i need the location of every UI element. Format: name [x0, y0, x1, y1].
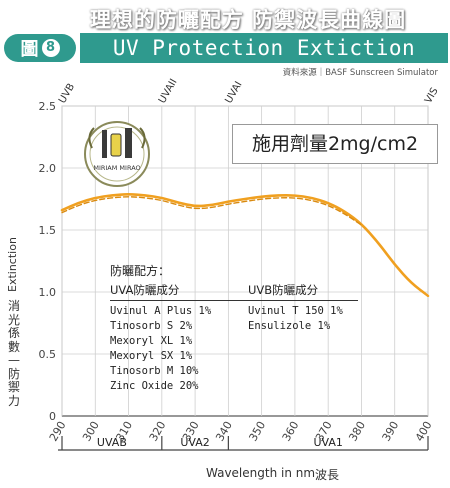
y-tick-label: 2.5 [39, 100, 57, 113]
figure-number: 8 [41, 39, 60, 57]
y-tick-label: 0 [49, 410, 56, 423]
y-axis-label-text: Extinction [6, 237, 19, 292]
y-axis-label-zh: 消光係數—防禦力 [7, 299, 20, 408]
x-tick-label: 380 [346, 419, 368, 444]
y-tick-label: 0.5 [39, 348, 57, 361]
y-axis-label: Extinction [6, 237, 19, 292]
top-marker-label: VIS [423, 86, 441, 105]
uvb-item: Uvinul T 150 1% [248, 305, 343, 317]
english-title: UV Protection Extiction [80, 33, 448, 63]
page-title: 理想的防曬配方 防禦波長曲線圖 [89, 8, 407, 32]
x-axis-label-zh: 波長 [315, 468, 340, 482]
x-tick-label: 340 [213, 419, 235, 444]
top-marker-label: UVAII [157, 77, 180, 105]
y-tick-label: 1.0 [39, 286, 57, 299]
uva-item: Uvinul A Plus 1% [110, 305, 212, 317]
x-tick-label: 400 [413, 419, 435, 444]
miriam-mirao-logo: MIRIAM MIRAO [84, 121, 150, 187]
series-line-dashed [61, 196, 363, 226]
band-label: UVA2 [180, 436, 209, 449]
x-tick-label: 360 [280, 419, 302, 444]
title-band [0, 2, 450, 32]
uva-heading: UVA防曬成分 [110, 282, 248, 301]
series-layer [60, 193, 430, 298]
source-note: 資料來源｜BASF Sunscreen Simulator [282, 68, 438, 78]
uvb-heading: UVB防曬成分 [248, 282, 358, 301]
series-line-solid [60, 193, 430, 298]
uva-item: Mexoryl SX 1% [110, 350, 193, 362]
logo-text: MIRIAM MIRAO [93, 164, 140, 172]
uva-item: Mexoryl XL 1% [110, 335, 193, 347]
uvb-item: Ensulizole 1% [248, 320, 331, 332]
top-marker-label: UVB [57, 82, 77, 106]
top-markers: UVB UVAII UVAI VIS [57, 77, 441, 105]
uvb-ingredients: UVB防曬成分 Uvinul T 150 1% Ensulizole 1% [248, 282, 358, 394]
uva-item: Tinosorb M 10% [110, 365, 199, 377]
figure-badge-label: 圖 [20, 39, 39, 60]
x-tick-label: 390 [380, 419, 402, 444]
dose-label: 施用劑量2mg/cm2 [232, 124, 438, 164]
y-tick-label: 2.0 [39, 162, 57, 175]
y-tick-labels: 0 0.5 1.0 1.5 2.0 2.5 [39, 100, 57, 423]
x-tick-label: 320 [147, 419, 169, 444]
band-label: UVAB [97, 436, 127, 449]
wavelength-bands: UVAB UVA2 UVA1 [58, 436, 429, 451]
top-marker-label: UVAI [223, 80, 244, 106]
formula-legend: 防曬配方： UVA防曬成分 Uvinul A Plus 1% Tinosorb … [110, 262, 358, 394]
y-tick-label: 1.5 [39, 224, 57, 237]
x-tick-label: 350 [246, 419, 268, 444]
x-axis-label: Wavelength in nm [206, 466, 316, 480]
uva-item: Tinosorb S 2% [110, 320, 193, 332]
band-label: UVA1 [313, 436, 342, 449]
formula-heading: 防曬配方： [110, 264, 171, 278]
uva-item: Zinc Oxide 20% [110, 380, 199, 392]
uva-ingredients: UVA防曬成分 Uvinul A Plus 1% Tinosorb S 2% M… [110, 282, 248, 394]
